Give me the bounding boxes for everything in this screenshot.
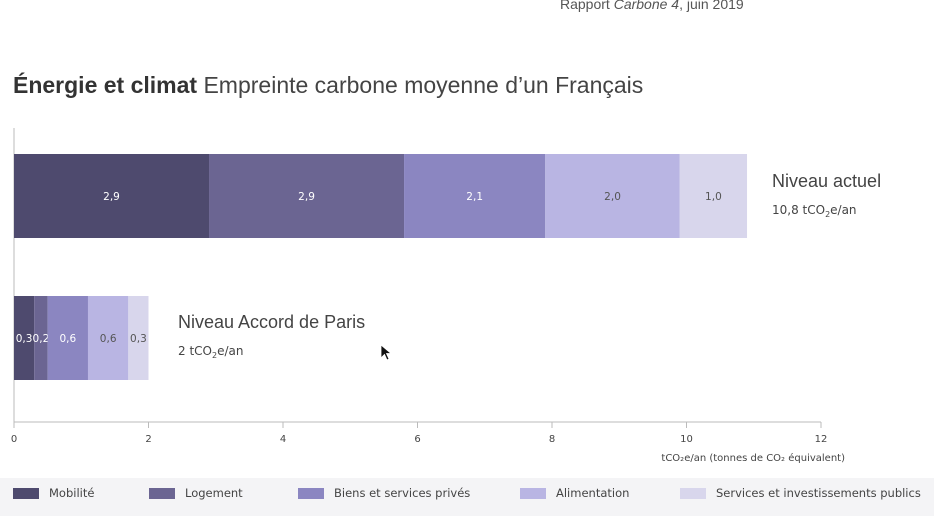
bar-segment (679, 154, 748, 238)
legend-swatch (13, 487, 39, 499)
bar-segment-label: 2,9 (103, 191, 120, 203)
bar-segment (404, 154, 546, 238)
bar-segment-label: 2,0 (604, 191, 621, 203)
bar-segment (14, 296, 35, 380)
legend-item: Logement (149, 486, 243, 500)
legend-label: Mobilité (49, 486, 95, 500)
bar-segment (209, 154, 405, 238)
source-prefix: Rapport (560, 0, 614, 12)
legend-swatch (149, 487, 175, 499)
legend-swatch (520, 487, 546, 499)
legend-label: Logement (185, 486, 243, 500)
source-suffix: , juin 2019 (679, 0, 744, 12)
source-caption: Rapport Carbone 4, juin 2019 (560, 0, 744, 12)
bar-segment (47, 296, 88, 380)
legend-label: Alimentation (556, 486, 630, 500)
chart-title-rest: Empreinte carbone moyenne d’un Français (197, 72, 644, 98)
x-tick-label: 2 (145, 434, 151, 445)
legend-label: Services et investissements publics (716, 486, 921, 500)
chart-title-bold: Énergie et climat (13, 72, 198, 98)
bar-total-label: 2 tCO2e/an (178, 344, 243, 360)
chart-area: 0 2 4 6 8 10 12 tCO₂e/an (tonnes de CO₂ équival… (11, 128, 881, 464)
bar-segment-label: 2,9 (298, 191, 315, 203)
bar-segment (545, 154, 680, 238)
legend-swatch (680, 487, 706, 499)
bar-name-label: Niveau Accord de Paris (178, 312, 365, 332)
bar-segment-label: 0,6 (100, 333, 117, 345)
bar-segment-label: 0,6 (59, 333, 76, 345)
legend-item: Alimentation (520, 486, 629, 500)
bar-total-label: 10,8 tCO2e/an (772, 203, 857, 219)
x-tick-label: 12 (815, 434, 828, 445)
bar-segment (87, 296, 129, 380)
chart-title: Énergie et climat Empreinte carbone moye… (13, 72, 643, 99)
x-tick-label: 6 (414, 434, 420, 445)
legend-item: Biens et services privés (298, 486, 470, 500)
x-tick-label: 0 (11, 434, 17, 445)
bar-segment-label: 0,3 (130, 333, 147, 345)
legend-label: Biens et services privés (334, 486, 471, 500)
bar-segment-label: 1,0 (705, 191, 722, 203)
source-emphasis: Carbone 4 (613, 0, 680, 12)
bar-segment-label: 0,3 (16, 333, 33, 345)
bar-segment-label: 2,1 (466, 191, 483, 203)
x-tick-label: 10 (680, 434, 693, 445)
legend-item: Mobilité (13, 486, 94, 500)
bar-segment (128, 296, 149, 380)
bar-segment-label: 0,2 (33, 333, 50, 345)
bar-segment (14, 154, 210, 238)
legend-item: Services et investissements publics (680, 486, 921, 500)
bar-segment (34, 296, 48, 380)
legend: Mobilité Logement Biens et services privés… (0, 478, 934, 516)
mouse-cursor-icon (380, 344, 392, 361)
x-tick-label: 4 (280, 434, 286, 445)
x-tick-label: 8 (549, 434, 555, 445)
bar-name-label: Niveau actuel (772, 171, 881, 191)
legend-swatch (298, 487, 324, 499)
x-axis-label: tCO₂e/an (tonnes de CO₂ équivalent) (661, 452, 845, 464)
